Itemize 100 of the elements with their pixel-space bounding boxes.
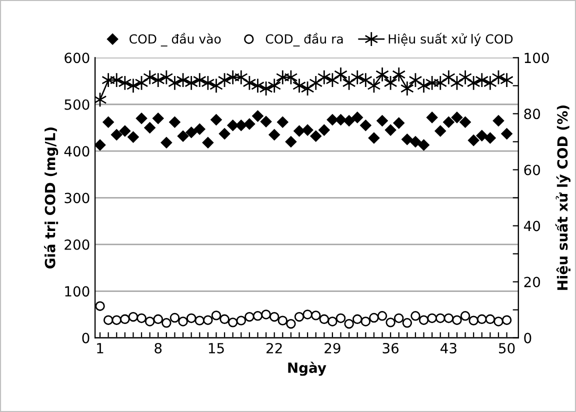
point bbox=[492, 115, 504, 126]
point bbox=[452, 315, 462, 325]
y2-tick-label: 0 bbox=[524, 332, 532, 344]
point bbox=[376, 66, 389, 82]
point bbox=[336, 313, 346, 324]
y2-tick-label: 40 bbox=[524, 220, 540, 232]
point bbox=[162, 318, 172, 328]
x-tick-label: 8 bbox=[154, 342, 162, 354]
x-tick-label: 22 bbox=[266, 342, 282, 354]
y2-tick-label: 80 bbox=[524, 108, 540, 120]
point bbox=[350, 70, 364, 85]
point bbox=[152, 112, 164, 124]
point bbox=[384, 75, 398, 91]
point bbox=[184, 75, 198, 91]
legend-label: COD _ đầu vào bbox=[130, 32, 221, 46]
point bbox=[128, 131, 139, 143]
point bbox=[144, 316, 155, 326]
point bbox=[277, 116, 288, 128]
y-tick-label: 600 bbox=[64, 52, 90, 64]
point bbox=[242, 75, 256, 91]
point bbox=[427, 313, 437, 324]
point bbox=[194, 316, 204, 326]
point bbox=[160, 137, 172, 148]
point bbox=[368, 132, 380, 144]
point bbox=[402, 134, 413, 145]
point bbox=[95, 301, 105, 311]
point bbox=[292, 78, 306, 94]
point bbox=[261, 310, 271, 320]
point bbox=[251, 78, 264, 94]
point bbox=[227, 120, 238, 131]
point bbox=[294, 125, 305, 137]
point bbox=[210, 114, 222, 126]
point bbox=[153, 314, 163, 324]
point bbox=[443, 116, 454, 128]
point bbox=[369, 312, 379, 323]
point bbox=[143, 70, 157, 85]
point bbox=[244, 118, 256, 130]
point bbox=[418, 139, 430, 151]
point bbox=[186, 313, 196, 324]
point bbox=[360, 120, 372, 131]
point bbox=[268, 78, 282, 94]
point bbox=[186, 126, 197, 138]
point bbox=[318, 124, 330, 136]
point bbox=[501, 128, 512, 140]
point bbox=[484, 132, 496, 144]
point bbox=[302, 310, 312, 320]
legend-label: COD_ đầu ra bbox=[266, 32, 343, 46]
point bbox=[460, 116, 471, 128]
point bbox=[310, 310, 321, 320]
point bbox=[252, 311, 263, 321]
point bbox=[500, 72, 514, 88]
point bbox=[178, 316, 188, 326]
point bbox=[220, 314, 230, 324]
point bbox=[394, 313, 404, 324]
point bbox=[377, 311, 388, 321]
point bbox=[202, 137, 214, 148]
point bbox=[328, 316, 338, 326]
point bbox=[468, 134, 480, 146]
point bbox=[410, 311, 420, 321]
point bbox=[111, 129, 122, 140]
point bbox=[103, 315, 114, 325]
point bbox=[302, 124, 314, 136]
point bbox=[112, 315, 122, 325]
point bbox=[393, 117, 404, 129]
y-tick-label: 400 bbox=[64, 146, 90, 157]
x-axis-title: Ngày bbox=[288, 362, 326, 376]
point bbox=[360, 316, 371, 326]
point bbox=[376, 115, 388, 126]
point bbox=[309, 75, 323, 91]
point bbox=[485, 314, 496, 324]
point bbox=[343, 115, 355, 126]
point bbox=[194, 124, 206, 135]
point bbox=[310, 130, 322, 142]
point bbox=[502, 315, 512, 325]
point bbox=[392, 66, 406, 82]
point bbox=[426, 112, 438, 124]
x-tick-label: 43 bbox=[440, 342, 456, 354]
y-tick-label: 0 bbox=[82, 332, 90, 344]
y-axis-title: Giá trị COD (mg/L) bbox=[44, 128, 58, 268]
x-tick-label: 15 bbox=[208, 343, 224, 354]
point bbox=[169, 116, 180, 128]
point bbox=[344, 318, 354, 329]
point bbox=[192, 72, 206, 88]
y2-tick-label: 20 bbox=[524, 276, 540, 288]
point bbox=[460, 311, 470, 321]
point bbox=[466, 75, 480, 91]
y-tick-label: 500 bbox=[64, 99, 90, 110]
point bbox=[236, 316, 246, 326]
point bbox=[126, 78, 140, 94]
point bbox=[475, 72, 489, 88]
y2-tick-label: 60 bbox=[524, 164, 540, 176]
y-tick-label: 200 bbox=[64, 239, 90, 250]
point bbox=[335, 114, 346, 126]
point bbox=[352, 314, 362, 324]
point bbox=[260, 116, 272, 128]
point bbox=[118, 75, 132, 91]
point bbox=[294, 312, 304, 322]
y2-axis-title: Hiệu suất xử lý COD (%) bbox=[555, 106, 570, 290]
point bbox=[285, 136, 297, 148]
point bbox=[286, 318, 296, 329]
